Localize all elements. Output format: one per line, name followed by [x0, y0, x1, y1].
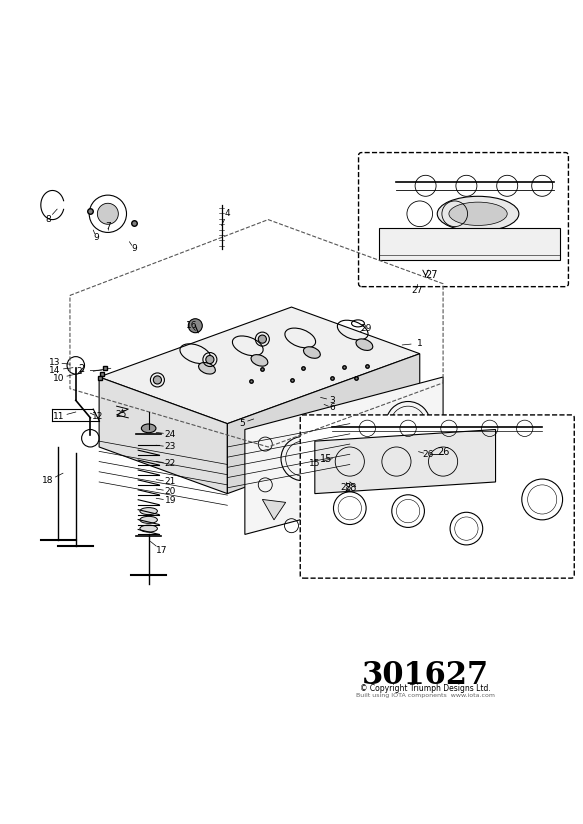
Text: 2: 2 [79, 364, 85, 374]
Text: 1: 1 [417, 339, 423, 348]
Ellipse shape [356, 339, 373, 350]
Ellipse shape [449, 202, 507, 226]
Ellipse shape [199, 363, 215, 374]
Circle shape [258, 335, 266, 344]
Text: 18: 18 [42, 476, 54, 485]
Polygon shape [227, 353, 420, 494]
Text: © Copyright Triumph Designs Ltd.: © Copyright Triumph Designs Ltd. [360, 685, 491, 694]
Text: Built using IOTA components  www.iota.com: Built using IOTA components www.iota.com [356, 694, 495, 699]
Circle shape [153, 376, 161, 384]
Ellipse shape [140, 508, 157, 515]
Text: 19: 19 [164, 496, 176, 505]
Text: 23: 23 [164, 442, 176, 452]
Text: 9: 9 [93, 232, 99, 241]
Text: 26: 26 [437, 447, 449, 457]
Ellipse shape [251, 354, 268, 366]
Text: 28: 28 [344, 483, 356, 493]
Text: 22: 22 [164, 459, 176, 468]
Text: 17: 17 [156, 546, 168, 555]
Text: 29: 29 [360, 324, 372, 333]
Ellipse shape [141, 424, 156, 433]
Circle shape [188, 319, 202, 333]
Text: 7: 7 [105, 222, 111, 231]
Text: 16: 16 [185, 321, 197, 330]
Text: 26: 26 [423, 450, 434, 459]
Polygon shape [99, 307, 420, 424]
Ellipse shape [437, 196, 519, 232]
FancyBboxPatch shape [359, 152, 568, 287]
Text: 20: 20 [164, 487, 176, 496]
Text: 8: 8 [45, 215, 51, 224]
FancyBboxPatch shape [300, 415, 574, 578]
Text: 9: 9 [131, 244, 137, 253]
Text: 25: 25 [115, 410, 127, 419]
Text: 13: 13 [48, 358, 60, 367]
Text: 24: 24 [164, 429, 176, 438]
Text: 3: 3 [329, 396, 335, 405]
Text: 27: 27 [411, 286, 423, 295]
Text: 27: 27 [426, 270, 438, 280]
Bar [379, 228, 560, 260]
Text: 6: 6 [329, 404, 335, 413]
Polygon shape [262, 499, 286, 520]
Text: 2: 2 [76, 367, 82, 376]
Polygon shape [245, 377, 443, 535]
Circle shape [206, 355, 214, 363]
Text: 15: 15 [309, 459, 321, 468]
Text: 21: 21 [164, 477, 176, 486]
Text: 28: 28 [340, 484, 352, 492]
Polygon shape [99, 377, 227, 494]
Text: 4: 4 [224, 209, 230, 218]
Text: 11: 11 [52, 412, 64, 421]
Circle shape [97, 204, 118, 224]
Text: 14: 14 [48, 366, 60, 375]
Text: 15: 15 [320, 453, 333, 464]
Polygon shape [315, 429, 496, 494]
Text: 10: 10 [52, 374, 64, 382]
Ellipse shape [140, 525, 157, 532]
Text: 12: 12 [92, 412, 104, 421]
Text: 301627: 301627 [362, 660, 489, 691]
Text: 5: 5 [239, 419, 245, 428]
Ellipse shape [140, 517, 157, 523]
Ellipse shape [304, 347, 320, 358]
